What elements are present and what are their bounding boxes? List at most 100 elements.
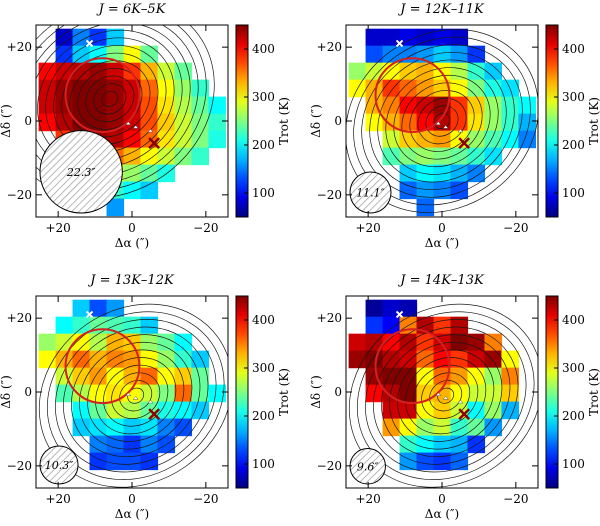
heatmap-pixel [123, 45, 142, 64]
heatmap-pixel [399, 62, 418, 81]
heatmap-pixel [433, 62, 452, 81]
contour-line [37, 29, 183, 168]
heatmap-pixel [467, 79, 486, 98]
heatmap-pixel [484, 333, 503, 352]
heatmap-pixel [433, 45, 452, 64]
heatmap-pixel [72, 113, 91, 132]
heatmap-pixel [191, 401, 210, 420]
heatmap-pixel [174, 130, 193, 149]
heatmap-pixel [484, 418, 503, 437]
contour-line [385, 67, 499, 175]
heatmap-pixel [191, 147, 210, 166]
heatmap-pixel [416, 147, 435, 166]
heatmap-pixel [89, 79, 108, 98]
heatmap-pixel [89, 418, 108, 437]
heatmap-pixel [399, 435, 418, 454]
y-tick-label: −20 [317, 459, 342, 473]
heatmap-pixel [208, 96, 227, 115]
contour-line [45, 37, 175, 161]
heatmap-pixel [106, 418, 125, 437]
heatmap-pixel [123, 130, 142, 149]
heatmap-pixel [174, 418, 193, 437]
y-tick-label: 0 [24, 385, 32, 399]
contour-line [369, 51, 515, 191]
heatmap-pixel [416, 96, 435, 115]
heatmap-pixel [484, 96, 503, 115]
heatmap-pixel [433, 435, 452, 454]
y-tick-label: −20 [7, 188, 32, 202]
heatmap-pixel [467, 147, 486, 166]
heatmap-pixel [450, 367, 469, 386]
heatmap-pixel [140, 435, 159, 454]
heatmap-pixel [382, 62, 401, 81]
white-cross-marker [395, 39, 404, 48]
heatmap-pixel [484, 113, 503, 132]
heatmap-pixel [484, 79, 503, 98]
heatmap-pixel [191, 350, 210, 369]
heatmap-pixel [38, 333, 57, 352]
heatmap-pixel [467, 333, 486, 352]
colorbar-tick-label: 300 [562, 361, 585, 375]
heatmap-pixel [72, 401, 91, 420]
heatmap-pixel [123, 62, 142, 81]
contour-line [69, 60, 151, 138]
heatmap-pixel [157, 384, 176, 403]
beam-circle [39, 130, 123, 214]
beam-label: 11.1″ [356, 187, 385, 200]
heatmap-pixel [399, 28, 418, 47]
source-marker [147, 128, 154, 133]
heatmap-pixel [106, 96, 125, 115]
colorbar-tick-label: 100 [252, 457, 275, 471]
source-marker [442, 125, 449, 129]
heatmap-pixel [157, 350, 176, 369]
heatmap-pixel [157, 147, 176, 166]
heatmap-pixel [191, 79, 210, 98]
heatmap-pixel [518, 96, 537, 115]
heatmap-pixel [365, 28, 384, 47]
panel-3: 10.3″ +20 0 −20 +20 0 −20 Δα (″) Δδ (″) J = 13K–1… [0, 273, 291, 521]
contour-line [413, 364, 479, 427]
heatmap-pixel [518, 113, 537, 132]
colorbar-tick-label: 200 [562, 409, 585, 423]
heatmap-pixel [416, 62, 435, 81]
heatmap-pixel [382, 401, 401, 420]
heatmap-pixel [484, 350, 503, 369]
heatmap-pixel [157, 130, 176, 149]
heatmap-pixel [106, 299, 125, 318]
heatmap-pixel [467, 130, 486, 149]
heatmap-pixel [365, 333, 384, 352]
heatmap-pixel [55, 45, 74, 64]
heatmap-pixel [382, 316, 401, 335]
y-tick-label: −20 [317, 188, 342, 202]
contour-line [409, 90, 475, 152]
source-marker [132, 396, 139, 400]
heatmap-pixel [191, 113, 210, 132]
x-tick-label: −20 [503, 221, 528, 235]
heatmap-pixel [140, 45, 159, 64]
heatmap-pixel [140, 418, 159, 437]
plot-area: 10.3″ [38, 299, 228, 488]
heatmap-pixel [433, 28, 452, 47]
heatmap-pixel [365, 350, 384, 369]
heatmap-pixel [174, 79, 193, 98]
heatmap-pixel [501, 401, 520, 420]
heatmap-pixel [55, 28, 74, 47]
heatmap-pixel [89, 384, 108, 403]
heatmap-pixel [157, 164, 176, 183]
panel-title: J = 12K–11K [397, 2, 485, 17]
x-tick-label: 0 [438, 221, 446, 235]
heatmap-pixel [433, 418, 452, 437]
colorbar-tick-label: 400 [252, 42, 275, 56]
plot-area: 22.3″ [36, 25, 227, 217]
heatmap-pixel [484, 367, 503, 386]
beam-label: 9.6″ [357, 460, 379, 473]
heatmap-pixel [72, 316, 91, 335]
red-circle [64, 328, 141, 405]
colorbar-tick-label: 100 [562, 457, 585, 471]
heatmap-pixel [38, 79, 57, 98]
heatmap-pixel [416, 452, 435, 471]
heatmap-pixel [399, 113, 418, 132]
heatmap-pixel [382, 28, 401, 47]
heatmap-pixel [382, 350, 401, 369]
